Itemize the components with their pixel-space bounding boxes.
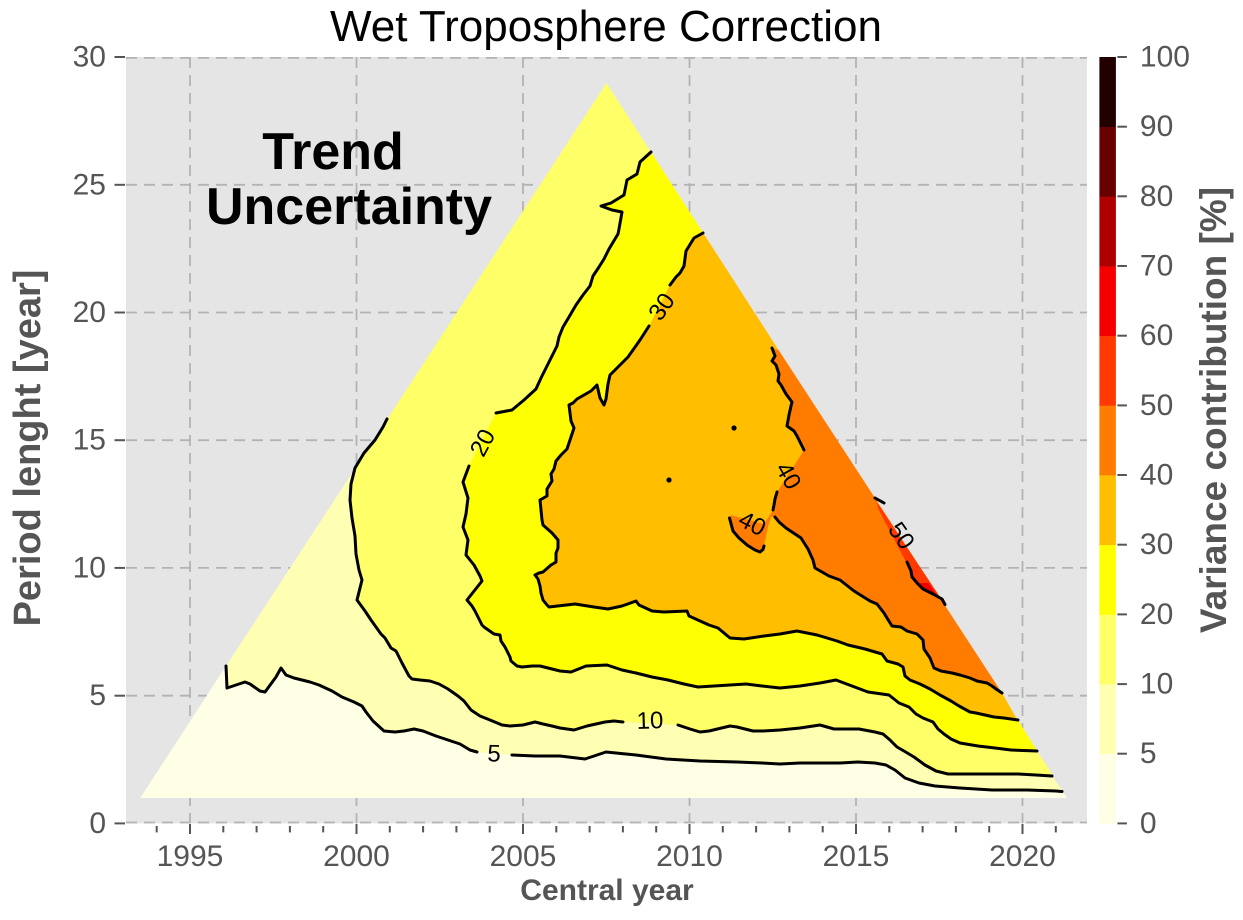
svg-text:90: 90: [1140, 110, 1173, 143]
svg-text:20: 20: [73, 296, 106, 329]
svg-text:5: 5: [89, 679, 106, 712]
svg-text:25: 25: [73, 168, 106, 201]
svg-text:2015: 2015: [823, 840, 890, 873]
svg-text:100: 100: [1140, 41, 1190, 74]
svg-text:5: 5: [487, 740, 501, 767]
svg-text:20: 20: [1140, 598, 1173, 631]
svg-text:2000: 2000: [323, 840, 390, 873]
svg-text:Wet Troposphere Correction: Wet Troposphere Correction: [330, 2, 882, 51]
svg-text:Central year: Central year: [520, 874, 694, 907]
svg-text:40: 40: [1140, 459, 1173, 492]
svg-text:Uncertainty: Uncertainty: [206, 178, 492, 236]
svg-text:80: 80: [1140, 180, 1173, 213]
svg-text:15: 15: [73, 424, 106, 457]
svg-text:1995: 1995: [157, 840, 224, 873]
svg-text:30: 30: [1140, 528, 1173, 561]
svg-text:70: 70: [1140, 250, 1173, 283]
svg-text:2020: 2020: [989, 840, 1056, 873]
svg-text:30: 30: [73, 41, 106, 74]
svg-text:10: 10: [1140, 668, 1173, 701]
svg-text:10: 10: [73, 551, 106, 584]
svg-text:2010: 2010: [656, 840, 723, 873]
svg-text:10: 10: [636, 707, 664, 735]
svg-text:Period lenght [year]: Period lenght [year]: [7, 270, 49, 627]
svg-text:60: 60: [1140, 319, 1173, 352]
svg-text:Trend: Trend: [262, 123, 404, 181]
svg-text:2005: 2005: [490, 840, 557, 873]
svg-text:0: 0: [89, 807, 106, 840]
svg-text:5: 5: [1140, 737, 1157, 770]
svg-text:Variance contribution [%]: Variance contribution [%]: [1193, 187, 1234, 633]
svg-text:0: 0: [1140, 807, 1157, 840]
svg-text:50: 50: [1140, 389, 1173, 422]
